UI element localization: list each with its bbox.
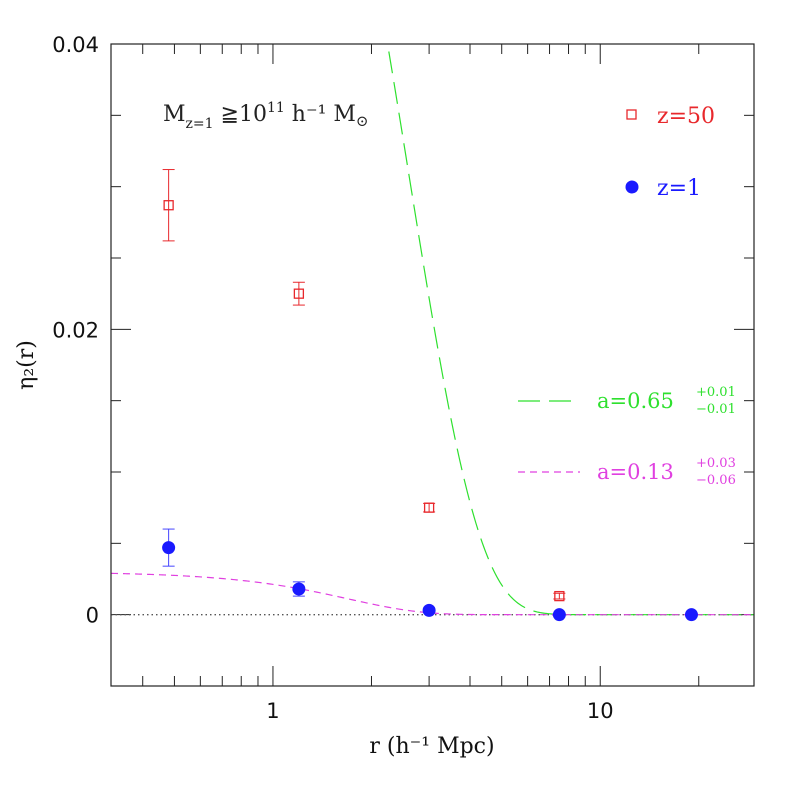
y-tick-label: 0.02 xyxy=(52,318,99,342)
legend-label-fit-065-down: −0.01 xyxy=(696,402,736,417)
mass-threshold-annotation: Mz=1 ≧1011 h⁻¹ M⊙ xyxy=(163,100,369,132)
legend-label-fit-065-up: +0.01 xyxy=(696,385,736,400)
y-axis-label: η₂(r) xyxy=(14,340,39,390)
legend-label-z50: z=50 xyxy=(657,104,715,129)
legend-label-fit-013-up: +0.03 xyxy=(696,456,736,471)
x-axis-label: r (h⁻¹ Mpc) xyxy=(369,734,494,759)
plot-frame xyxy=(110,43,755,687)
fit-curves xyxy=(111,44,754,616)
legend-label-fit-013-down: −0.06 xyxy=(696,473,736,488)
y-tick-label: 0.04 xyxy=(52,33,99,57)
legend-marker-z50 xyxy=(626,109,637,120)
axis-ticks xyxy=(111,43,754,687)
data-point-z50 xyxy=(423,502,435,513)
data-point-z50 xyxy=(163,200,174,211)
data-point-z1 xyxy=(552,608,566,622)
data-points xyxy=(162,169,698,622)
legend-marker-z1 xyxy=(625,180,639,194)
data-point-z1 xyxy=(684,608,698,622)
x-tick-label: 10 xyxy=(587,699,614,723)
data-point-z1 xyxy=(292,582,306,596)
legend-label-z1: z=1 xyxy=(657,176,701,201)
x-tick-label: 1 xyxy=(266,699,279,723)
legend-label-fit-013: a=0.13 xyxy=(597,460,674,484)
fit-curve-0 xyxy=(386,44,754,616)
y-tick-label: 0 xyxy=(86,604,99,628)
data-point-z1 xyxy=(162,541,176,555)
data-point-z1 xyxy=(422,603,436,617)
tick-labels: 1 10 0 0.02 0.04 xyxy=(52,33,613,723)
legend-label-fit-065: a=0.65 xyxy=(597,389,674,413)
data-point-z50 xyxy=(293,288,305,299)
data-point-z50 xyxy=(554,590,565,602)
